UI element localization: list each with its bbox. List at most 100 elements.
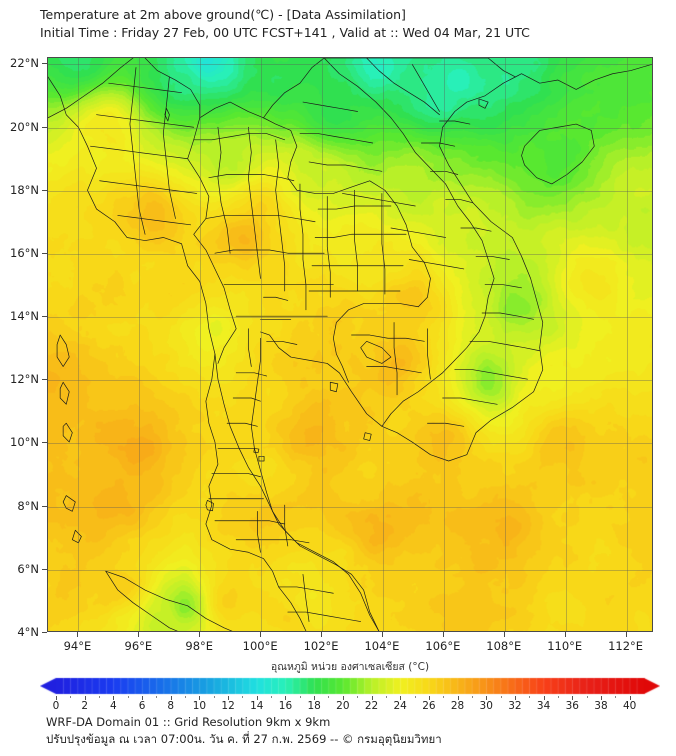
map-plot-area[interactable] — [47, 57, 653, 632]
longitude-tick-label: 102°E — [303, 639, 339, 653]
tick-lat — [42, 126, 47, 128]
colorbar-tick-label: 28 — [450, 700, 465, 712]
colorbar-tick-label: 30 — [479, 700, 493, 712]
latitude-tick-label: 20°N — [10, 119, 39, 134]
colorbar-tick-label: 6 — [138, 700, 146, 712]
colorbar-minor-tick — [357, 696, 359, 698]
colorbar-tick — [314, 696, 316, 700]
longitude-tick-label: 104°E — [364, 639, 400, 653]
colorbar-tick — [342, 696, 344, 700]
tick-lon — [138, 632, 140, 637]
colorbar-tick — [371, 696, 373, 700]
tick-lat — [42, 568, 47, 570]
colorbar-tick — [428, 696, 430, 700]
coastline-and-border-layer — [48, 58, 652, 631]
latitude-tick-label: 14°N — [10, 309, 39, 324]
tick-lat — [42, 63, 47, 65]
colorbar-tick-label: 22 — [364, 700, 379, 712]
colorbar-tick — [113, 696, 115, 700]
longitude-tick-label: 112°E — [608, 639, 644, 653]
colorbar-tick-label: 34 — [536, 700, 551, 712]
colorbar-minor-tick — [557, 696, 559, 698]
colorbar-minor-tick — [500, 696, 502, 698]
colorbar-tick-labels: 0 2 4 6 8 10 12 14 16 18 20 22 24 26 28 30 32 34 36 38 40 — [40, 696, 660, 712]
latitude-tick-label: 12°N — [10, 372, 39, 387]
longitude-tick-label: 98°E — [185, 639, 214, 653]
footer-model-line: WRF-DA Domain 01 :: Grid Resolution 9km … — [46, 715, 331, 729]
colorbar-tick — [543, 696, 545, 700]
longitude-tick-label: 100°E — [242, 639, 278, 653]
tick-lon — [381, 632, 383, 637]
latitude-tick-label: 4°N — [17, 625, 39, 639]
longitude-tick-label: 94°E — [63, 639, 92, 653]
figure-footer: WRF-DA Domain 01 :: Grid Resolution 9km … — [46, 714, 666, 748]
colorbar-minor-tick — [328, 696, 330, 698]
latitude-tick-label: 16°N — [10, 245, 39, 260]
latitude-tick-label: 6°N — [17, 561, 39, 576]
colorbar-minor-tick — [299, 696, 301, 698]
tick-lat — [42, 252, 47, 254]
latitude-tick-label: 10°N — [10, 435, 39, 450]
latitude-tick-label: 22°N — [10, 56, 39, 71]
tick-lat — [42, 379, 47, 381]
colorbar-tick-label: 0 — [52, 700, 60, 712]
colorbar-tick — [199, 696, 201, 700]
colorbar-tick — [572, 696, 574, 700]
colorbar-tick — [457, 696, 459, 700]
colorbar-tick-label: 8 — [167, 700, 175, 712]
tick-lon — [442, 632, 444, 637]
colorbar-tick-label: 16 — [278, 700, 293, 712]
colorbar-tick — [228, 696, 230, 700]
colorbar-minor-tick — [471, 696, 473, 698]
colorbar-tick — [84, 696, 86, 700]
colorbar-tick-label: 24 — [393, 700, 407, 712]
tick-lat — [42, 189, 47, 191]
colorbar-tick — [285, 696, 287, 700]
colorbar-tick-label: 4 — [110, 700, 117, 712]
tick-lon — [199, 632, 201, 637]
longitude-tick-label: 106°E — [425, 639, 461, 653]
colorbar-tick-label: 26 — [422, 700, 436, 712]
tick-lon — [321, 632, 323, 637]
longitude-tick-label: 96°E — [124, 639, 153, 653]
tick-lon — [625, 632, 627, 637]
colorbar-tick — [256, 696, 258, 700]
colorbar-tick-label: 38 — [594, 700, 608, 712]
header-title-line: Temperature at 2m above ground(℃) - [Dat… — [40, 7, 406, 22]
colorbar-minor-tick — [127, 696, 129, 698]
tick-lon — [564, 632, 566, 637]
tick-lat — [42, 505, 47, 507]
colorbar-minor-tick — [414, 696, 416, 698]
colorbar-tick-label: 18 — [307, 700, 321, 712]
footer-credit-line: ปรับปรุงข้อมูล ณ เวลา 07:00น. วัน ค. ที่… — [46, 732, 442, 746]
colorbar-tick-label: 14 — [250, 700, 264, 712]
colorbar-tick — [170, 696, 172, 700]
colorbar-gradient[interactable] — [40, 676, 660, 696]
colorbar-minor-tick — [185, 696, 187, 698]
colorbar-minor-tick — [271, 696, 273, 698]
colorbar-tick-label: 20 — [336, 700, 350, 712]
latitude-tick-label: 8°N — [17, 498, 39, 513]
figure-header: Temperature at 2m above ground(℃) - [Dat… — [40, 6, 660, 42]
colorbar-tick-label: 36 — [565, 700, 579, 712]
colorbar-minor-tick — [385, 696, 387, 698]
colorbar-tick-label: 10 — [192, 700, 207, 712]
colorbar-minor-tick — [586, 696, 588, 698]
colorbar-minor-tick — [99, 696, 101, 698]
tick-lon — [503, 632, 505, 637]
colorbar-tick — [600, 696, 602, 700]
colorbar-tick-label: 40 — [622, 700, 637, 712]
colorbar-tick — [629, 696, 631, 700]
colorbar-tick-label: 2 — [81, 700, 89, 712]
tick-lat — [42, 632, 47, 633]
weather-map-figure: 4°N 6°N 8°N 10°N 12°N 14°N 16°N 18°N 20°N 22°N 94… — [10, 56, 653, 653]
colorbar-minor-tick — [213, 696, 215, 698]
colorbar-minor-tick — [70, 696, 72, 698]
colorbar-tick — [486, 696, 488, 700]
colorbar-tick — [142, 696, 144, 700]
colorbar-tick — [400, 696, 402, 700]
colorbar-tick-label: 32 — [508, 700, 522, 712]
tick-lon — [260, 632, 262, 637]
colorbar-tick-label: 12 — [221, 700, 235, 712]
colorbar-minor-tick — [615, 696, 617, 698]
